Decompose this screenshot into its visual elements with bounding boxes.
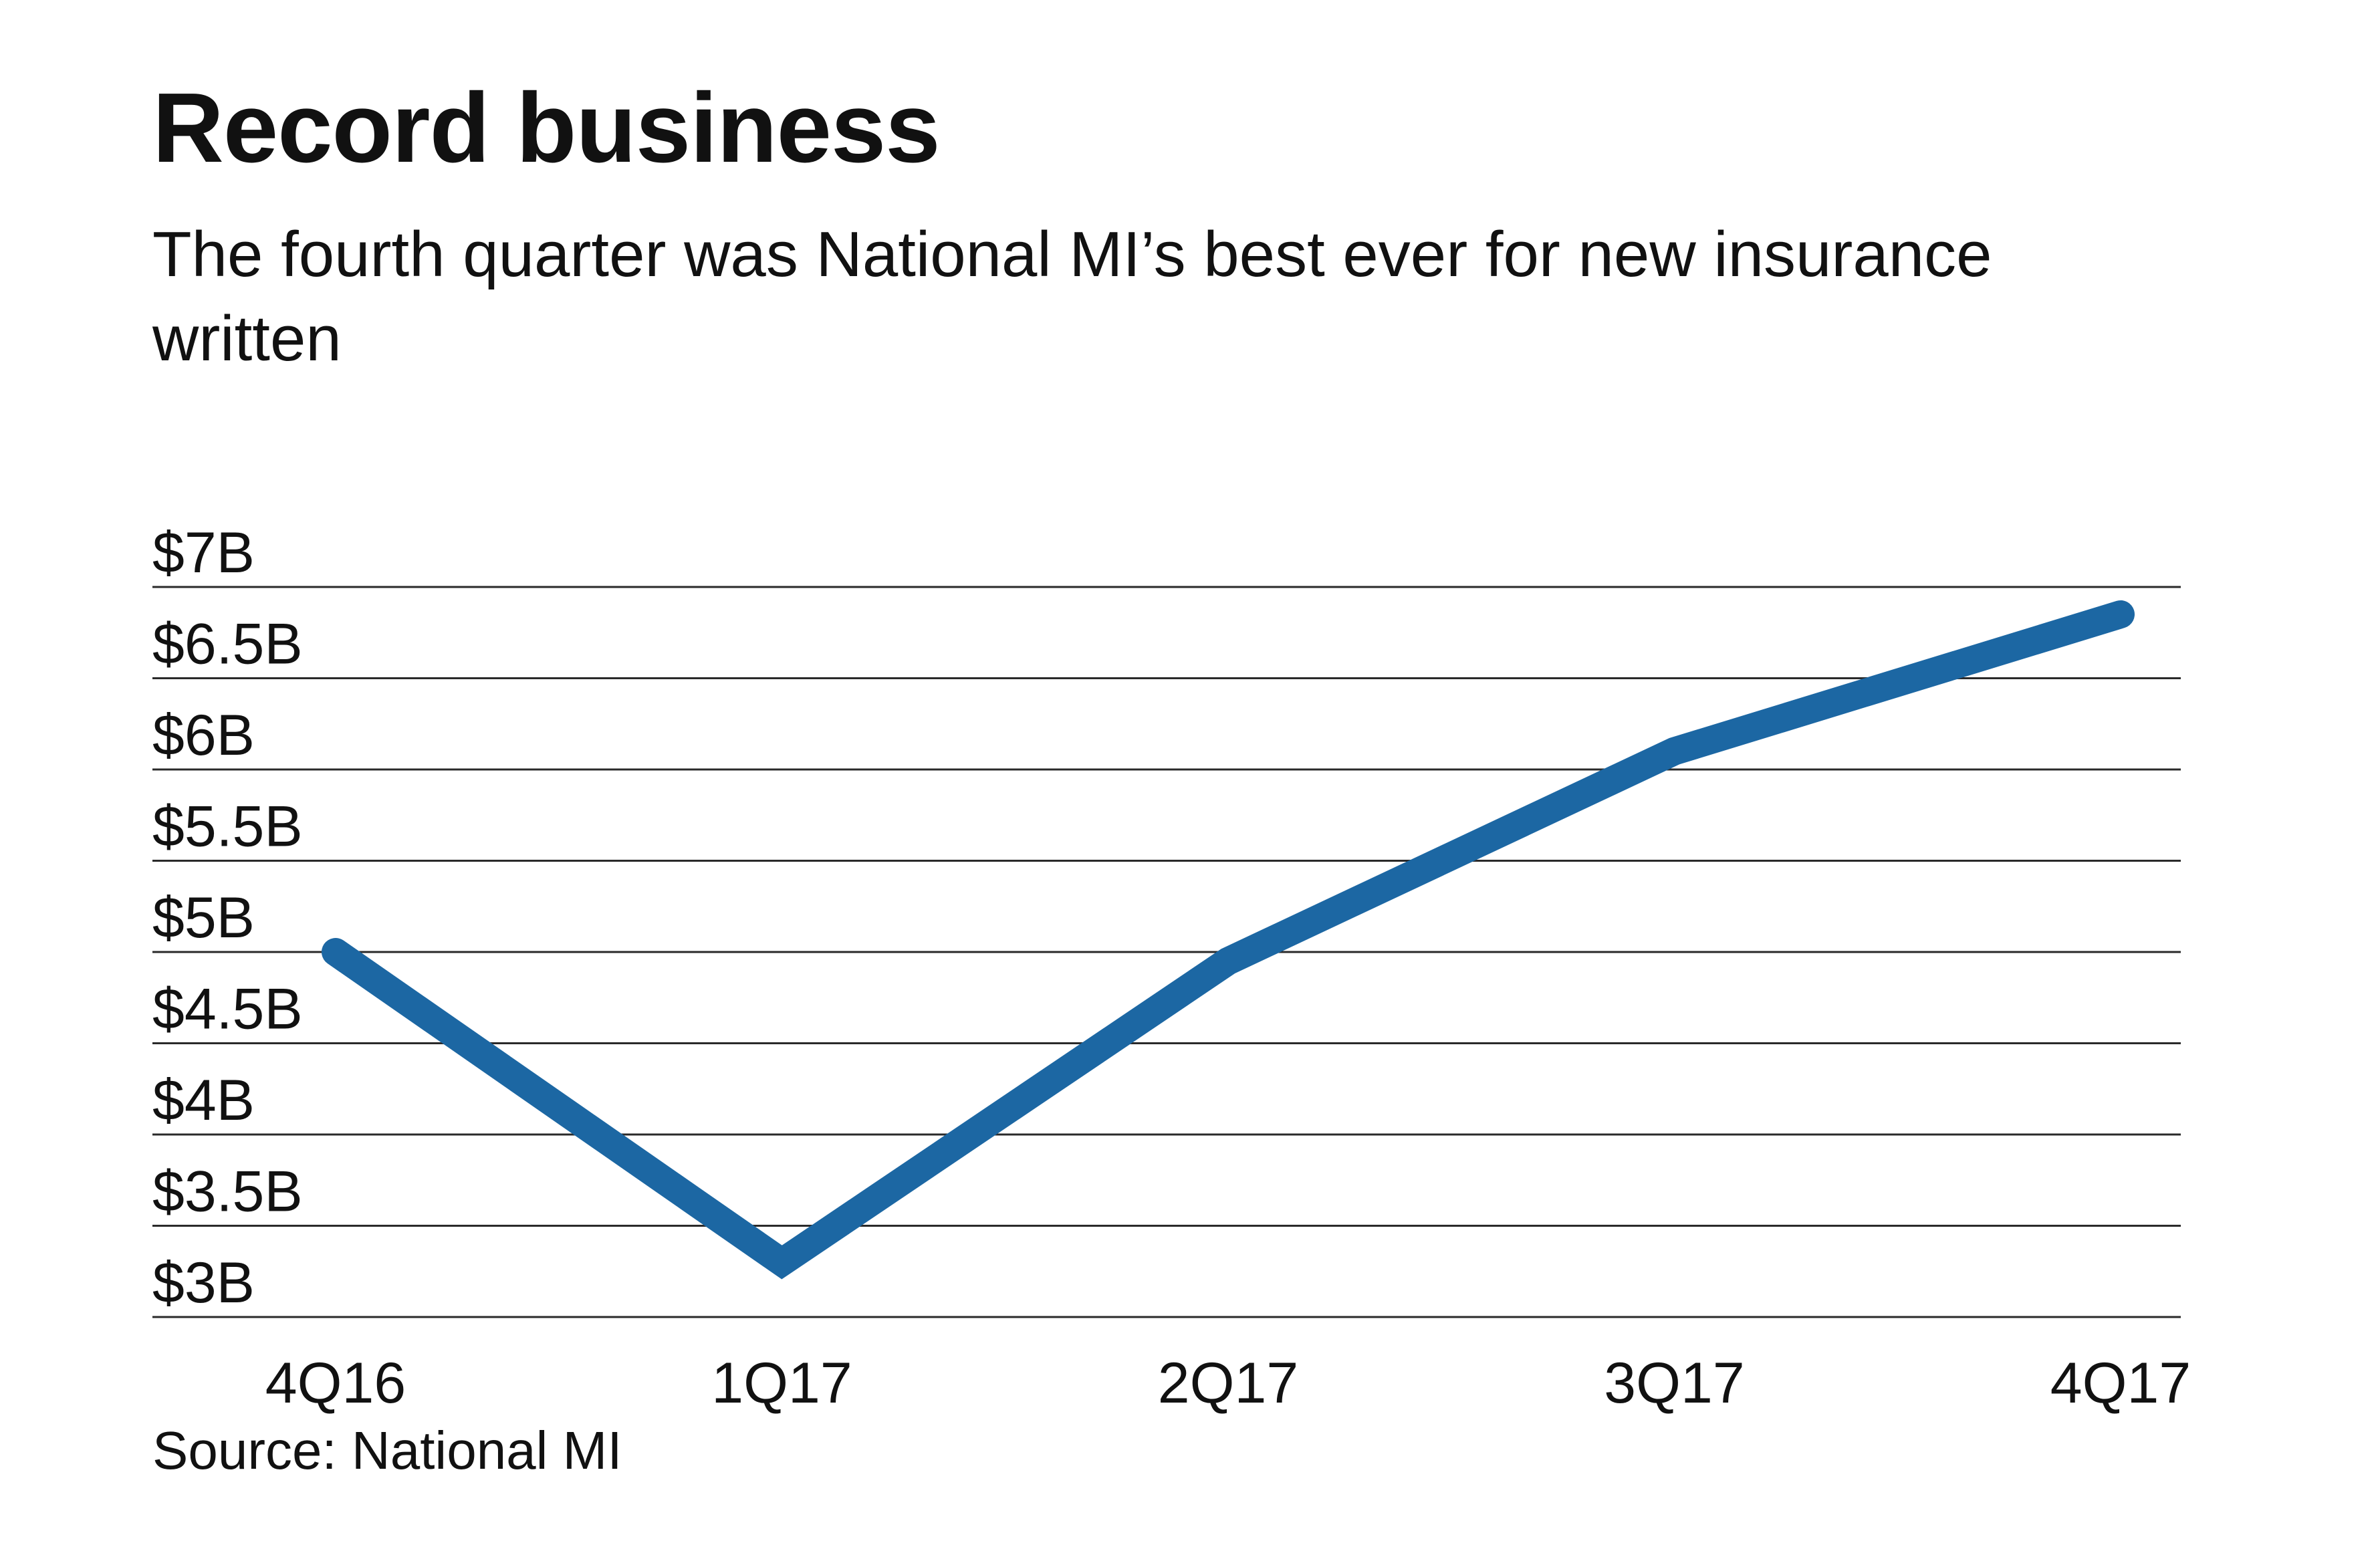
x-tick-label: 1Q17	[711, 1351, 852, 1415]
y-tick-label: $6.5B	[152, 612, 303, 677]
y-tick-label: $6B	[152, 703, 255, 767]
y-tick-label: $4.5B	[152, 977, 303, 1042]
chart-title: Record business	[152, 73, 941, 183]
chart-subtitle: The fourth quarter was National MI’s bes…	[152, 219, 1992, 374]
series-line	[322, 600, 2135, 1280]
x-tick-label: 3Q17	[1604, 1351, 1744, 1415]
source-note: Source: National MI	[152, 1421, 622, 1480]
y-axis-labels: $7B $6.5B $6B $5.5B $5B $4.5B $4B $3.5B $3B	[152, 521, 303, 1315]
y-tick-label: $4B	[152, 1068, 255, 1132]
series-layer	[322, 600, 2135, 1280]
y-tick-label: $3.5B	[152, 1160, 303, 1224]
y-tick-label: $5.5B	[152, 795, 303, 859]
y-tick-label: $3B	[152, 1251, 255, 1315]
x-tick-label: 4Q16	[265, 1351, 406, 1415]
x-tick-label: 4Q17	[2050, 1351, 2191, 1415]
y-tick-label: $5B	[152, 886, 255, 950]
x-tick-label: 2Q17	[1158, 1351, 1298, 1415]
x-axis-labels: 4Q16 1Q17 2Q17 3Q17 4Q17	[265, 1351, 2191, 1415]
y-tick-label: $7B	[152, 521, 255, 585]
grid-layer	[152, 586, 2181, 1318]
